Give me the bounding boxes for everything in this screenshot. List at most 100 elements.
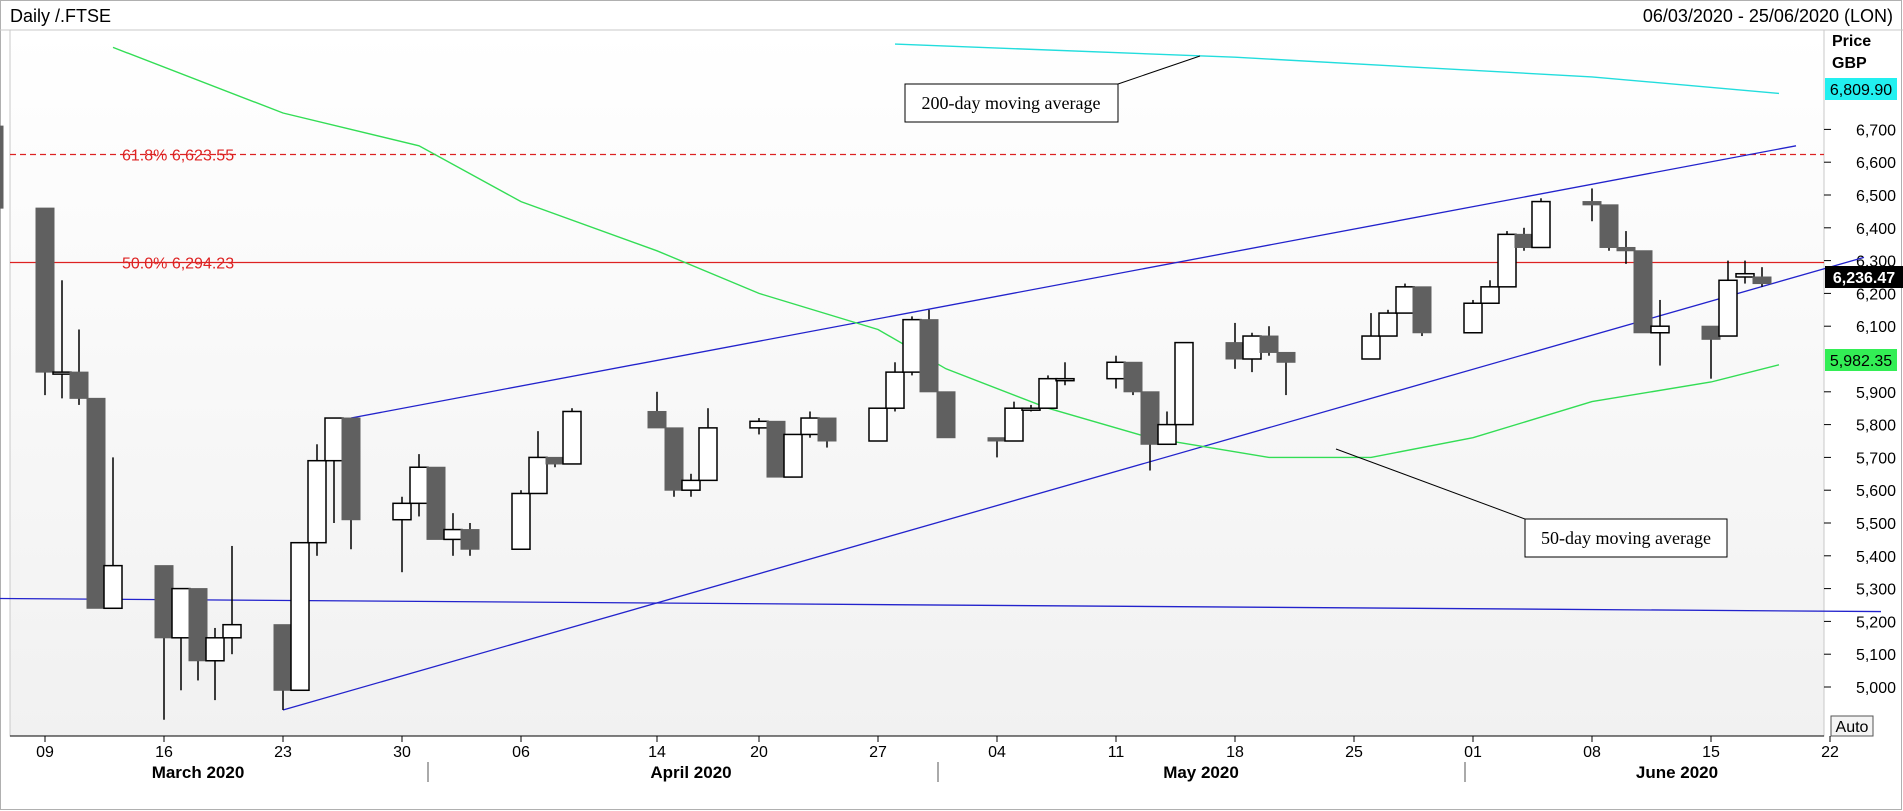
candle-body bbox=[766, 420, 786, 478]
candle-up bbox=[528, 431, 548, 495]
candle-body bbox=[290, 541, 310, 692]
price-tick-label: 6,600 bbox=[1856, 155, 1896, 172]
day-tick-label: 20 bbox=[750, 744, 768, 761]
plot-area bbox=[9, 29, 1825, 737]
day-tick-label: 22 bbox=[1821, 744, 1839, 761]
candle-up bbox=[885, 362, 905, 412]
candle-up bbox=[103, 457, 123, 610]
day-tick-label: 11 bbox=[1108, 744, 1125, 761]
candle-down bbox=[341, 417, 361, 550]
candle-body bbox=[409, 466, 429, 505]
candle-body bbox=[1735, 272, 1755, 278]
candle-body bbox=[1276, 351, 1296, 363]
day-tick-label: 30 bbox=[393, 744, 411, 761]
fib-618-label: 61.8% 6,623.55 bbox=[122, 147, 234, 164]
candle-body bbox=[154, 565, 174, 639]
candle-body bbox=[341, 417, 361, 521]
candle-body bbox=[1616, 246, 1636, 252]
candle-body bbox=[800, 417, 820, 436]
candle-down bbox=[1140, 391, 1160, 471]
candle-body bbox=[426, 466, 446, 540]
candle-body bbox=[528, 456, 548, 495]
candle-body bbox=[324, 417, 344, 462]
month-label: April 2020 bbox=[650, 763, 731, 782]
channel-upper-line bbox=[350, 145, 1797, 419]
candle-down bbox=[1276, 351, 1296, 396]
candle-body bbox=[1497, 233, 1517, 288]
candle-up bbox=[1038, 375, 1058, 409]
candle-body bbox=[987, 437, 1007, 442]
day-tick-label: 06 bbox=[512, 744, 530, 761]
candle-body bbox=[188, 588, 208, 662]
candle-body bbox=[1701, 325, 1721, 340]
candle-body bbox=[0, 125, 4, 209]
candle-body bbox=[1140, 391, 1160, 445]
candle-up bbox=[1021, 404, 1041, 412]
candle-body bbox=[69, 371, 89, 399]
candle-up bbox=[1497, 231, 1517, 288]
candle-up bbox=[1480, 280, 1500, 304]
candle-up bbox=[324, 417, 344, 523]
auto-scale-button[interactable]: Auto bbox=[1830, 715, 1874, 737]
candle-body bbox=[562, 410, 582, 465]
candle-up bbox=[562, 408, 582, 465]
candle-body bbox=[1718, 279, 1738, 337]
last-price-value: 6,236.47 bbox=[1833, 270, 1895, 287]
price-tick-label: 5,500 bbox=[1856, 516, 1896, 533]
chart-title: Daily /.FTSE bbox=[10, 6, 111, 26]
candle-body bbox=[1463, 302, 1483, 334]
candle-body bbox=[681, 479, 701, 491]
month-label: March 2020 bbox=[152, 763, 245, 782]
candle-body bbox=[919, 319, 939, 393]
fib-50-label: 50.0% 6,294.23 bbox=[122, 255, 234, 272]
candle-body bbox=[1378, 312, 1398, 337]
candle-down bbox=[1616, 231, 1636, 264]
candle-body bbox=[1055, 377, 1075, 382]
candle-body bbox=[1650, 325, 1670, 334]
candle-body bbox=[1514, 233, 1534, 248]
price-tick-label: 5,300 bbox=[1856, 582, 1896, 599]
candle-up bbox=[392, 496, 412, 573]
ma50-value: 5,982.35 bbox=[1830, 353, 1892, 370]
candle-down bbox=[766, 420, 786, 478]
candle-up bbox=[307, 444, 327, 556]
candle-down bbox=[1123, 361, 1143, 396]
last-price-tag: 6,236.47 bbox=[1825, 266, 1903, 288]
candle-up bbox=[205, 627, 225, 701]
candle-body bbox=[273, 624, 293, 691]
candle-up bbox=[1157, 411, 1177, 446]
day-tick-label: 04 bbox=[988, 744, 1006, 761]
candle-body bbox=[86, 397, 106, 609]
candle-body bbox=[460, 529, 480, 550]
candle-body bbox=[1259, 335, 1279, 353]
candle-down bbox=[0, 125, 4, 209]
candle-up bbox=[511, 490, 531, 550]
candle-down bbox=[647, 391, 667, 429]
candle-up bbox=[1395, 283, 1415, 314]
candle-body bbox=[1633, 250, 1653, 334]
ma200-annotation: 200-day moving average bbox=[904, 55, 1201, 123]
candle-up bbox=[1531, 198, 1551, 249]
candle-body bbox=[1021, 407, 1041, 411]
price-tick-label: 6,200 bbox=[1856, 286, 1896, 303]
candle-up bbox=[1004, 401, 1024, 442]
price-tick-label: 6,100 bbox=[1856, 319, 1896, 336]
candle-up bbox=[868, 407, 888, 442]
candle-down bbox=[1259, 326, 1279, 356]
candle-body bbox=[103, 564, 123, 610]
candle-up bbox=[1650, 299, 1670, 366]
time-axis: 09 16 23 30 06 14 20 27 04 11 18 25 01 08 15 22 March 20… bbox=[10, 735, 1839, 782]
candle-up bbox=[290, 541, 310, 692]
candle-body bbox=[511, 492, 531, 550]
candle-up bbox=[1463, 299, 1483, 334]
candle-body bbox=[1106, 361, 1126, 380]
channel-lower-line bbox=[282, 256, 1865, 711]
candle-body bbox=[783, 433, 803, 478]
ma50-annotation: 50-day moving average bbox=[1335, 448, 1728, 558]
day-tick-label: 23 bbox=[274, 744, 292, 761]
candle-body bbox=[698, 427, 718, 482]
candle-body bbox=[1752, 276, 1772, 285]
candle-down bbox=[1633, 250, 1653, 334]
candle-body bbox=[52, 371, 72, 375]
